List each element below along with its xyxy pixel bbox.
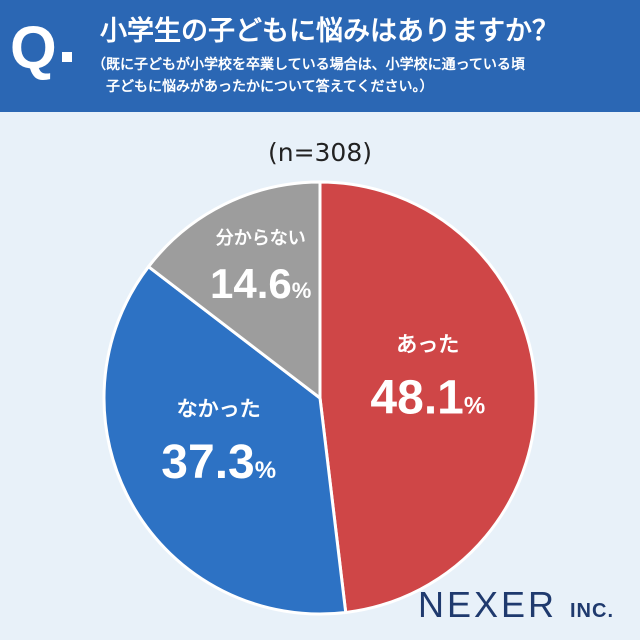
question-header: Q 小学生の子どもに悩みはありますか？ （既に子どもが小学校を卒業している場合は…: [0, 0, 640, 112]
question-note: （既に子どもが小学校を卒業している場合は、小学校に通っている頃 子どもに悩みがあ…: [92, 54, 634, 98]
slice-value-unknown: 14.6%: [210, 260, 311, 307]
q-mark: Q: [10, 14, 57, 81]
slice-value-yes: 48.1%: [370, 372, 485, 425]
slice-value-no: 37.3%: [161, 436, 276, 489]
brand-suffix: INC.: [570, 600, 614, 622]
pie-slice-no: [102, 265, 348, 616]
brand-name: NEXER: [417, 584, 557, 625]
slice-label-yes: あった: [396, 333, 459, 357]
question-note-line-2: 子どもに悩みがあったかについて答えてください。）: [106, 79, 434, 95]
pie-slice-yes: [318, 180, 538, 614]
sample-size: (n=308): [267, 138, 373, 167]
question-title: 小学生の子どもに悩みはありますか？: [100, 16, 559, 47]
brand-logo: NEXER INC.: [418, 584, 614, 626]
slice-label-no: なかった: [177, 397, 261, 421]
slice-label-unknown: 分からない: [216, 228, 306, 249]
pie-slice-unknown: [146, 180, 322, 400]
question-note-line-1: （既に子どもが小学校を卒業している場合は、小学校に通っている頃: [92, 57, 525, 73]
q-mark-dot: [62, 52, 72, 62]
